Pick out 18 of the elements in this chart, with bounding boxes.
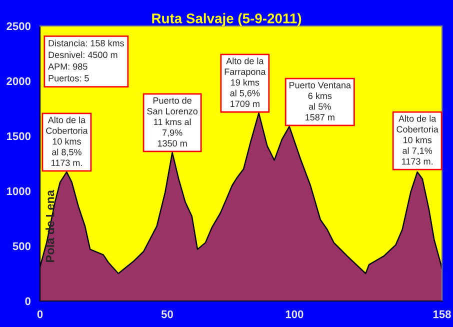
- annotation: Distancia: 158 kms Desnivel: 4500 m APM: 985 Puertos: 5: [48, 40, 124, 82]
- annotation: Alto de la Cobertoria 10 kms al 8,5% 1173 m.: [46, 116, 88, 166]
- y-tick-label: 500: [12, 242, 31, 250]
- chart-title: Ruta Salvaje (5-9-2011): [152, 13, 302, 26]
- annotation: Alto de la Farrapona 19 kms al 5,6% 1709 m: [224, 58, 266, 108]
- y-tick-label: 0: [25, 297, 31, 306]
- x-tick-label: 100: [286, 310, 304, 318]
- annotation: Alto de la Cobertoria 10 kms al 7,1% 1173 m.: [396, 115, 438, 165]
- annotation: Puerto Ventana 6 kms al 5% 1587 m: [290, 82, 352, 120]
- y-tick-label: 1500: [6, 132, 31, 140]
- annotation: Puerto de San Lorenzo 11 kms al 7,9% 1350 m: [147, 97, 198, 147]
- annotation: Pola de Lena: [46, 190, 54, 262]
- x-tick-label: 0: [37, 310, 43, 318]
- y-tick-label: 2000: [6, 77, 31, 86]
- y-tick-label: 2500: [6, 22, 31, 30]
- x-tick-label: 158: [433, 310, 451, 318]
- y-tick-label: 1000: [6, 187, 31, 196]
- x-tick-label: 50: [161, 310, 173, 318]
